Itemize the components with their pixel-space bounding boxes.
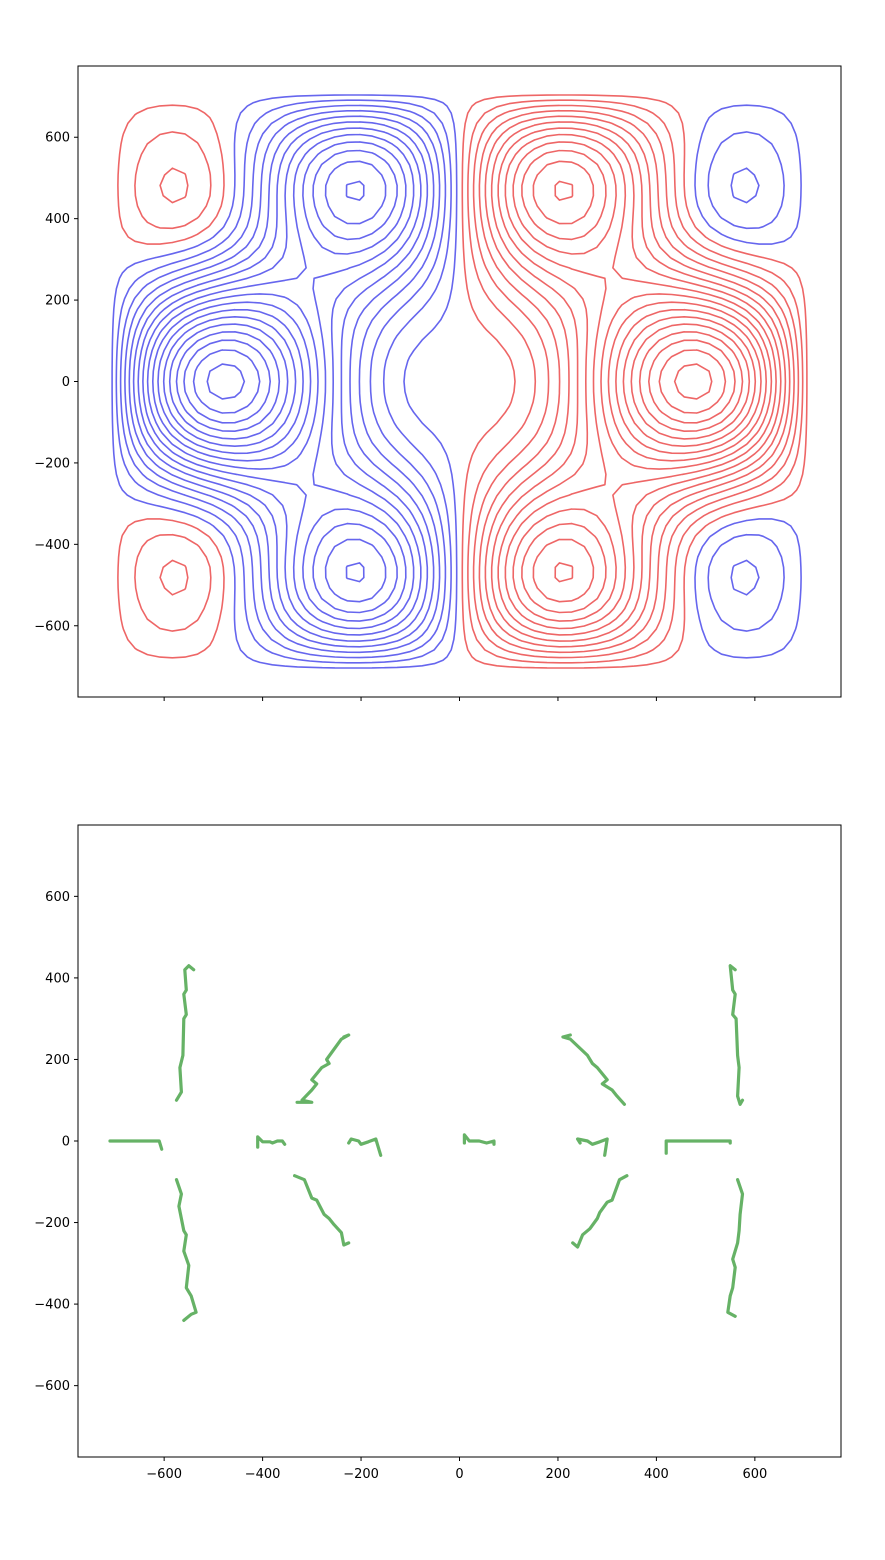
negative-contour-line <box>137 127 422 636</box>
contour-axes-frame <box>77 65 842 698</box>
positive-contour-line <box>638 331 744 432</box>
y-tick-label: −200 <box>34 456 70 471</box>
x-tick-label: 0 <box>455 1467 463 1482</box>
y-tick-label: −400 <box>34 538 70 553</box>
y-tick-label: 400 <box>45 971 70 986</box>
negative-contour-line <box>111 94 802 669</box>
negative-contour-line <box>152 149 398 614</box>
negative-contour-line <box>157 160 387 603</box>
positive-contour-line <box>658 349 727 414</box>
streamline-segment <box>664 1139 732 1155</box>
positive-contour-line <box>512 141 773 622</box>
negative-contour-line <box>162 180 365 583</box>
y-tick-label: −200 <box>34 1216 70 1231</box>
y-tick-label: −400 <box>34 1298 70 1313</box>
positive-contour-line <box>532 160 762 603</box>
negative-contour-line <box>183 339 271 424</box>
positive-contour-line <box>497 127 782 636</box>
streamline-segment <box>571 1174 629 1249</box>
y-tick-label: 200 <box>45 1053 70 1068</box>
negative-contour-line <box>175 331 281 432</box>
x-tick-label: −400 <box>245 1467 281 1482</box>
positive-contour-line <box>490 121 787 642</box>
negative-contour-line <box>124 109 441 654</box>
x-tick-label: 400 <box>644 1467 669 1482</box>
streamline-segment <box>174 1178 198 1322</box>
positive-contour-line <box>554 180 757 583</box>
streamline-lines <box>108 964 745 1322</box>
negative-contour-line <box>146 141 407 622</box>
contour-x-ticks <box>163 697 756 701</box>
x-tick-label: −200 <box>343 1467 379 1482</box>
negative-contour-line <box>115 99 785 664</box>
x-tick-label: 600 <box>742 1467 767 1482</box>
positive-contour-line <box>648 339 736 424</box>
negative-contour-line <box>119 104 760 659</box>
streamline-segment <box>576 1137 609 1157</box>
negative-contour-line <box>168 323 289 440</box>
positive-contour-line <box>117 94 808 669</box>
negative-contour-line <box>192 349 261 414</box>
streamline-axes: −600 −400 −200 0 200 400 600 −600 −400 −200 0 200 4… <box>34 824 842 1482</box>
y-tick-label: −600 <box>34 619 70 634</box>
contour-y-ticks: −600 −400 −200 0 200 400 600 <box>34 131 78 634</box>
y-tick-label: 600 <box>45 890 70 905</box>
contour-lines <box>111 94 808 669</box>
streamline-segment <box>462 1133 496 1146</box>
streamline-segment <box>108 1139 164 1151</box>
y-tick-label: 400 <box>45 212 70 227</box>
positive-contour-line <box>504 133 777 630</box>
contour-axes: −600 −400 −200 0 200 400 600 <box>34 65 842 701</box>
positive-contour-line <box>134 99 804 664</box>
streamline-x-ticks: −600 −400 −200 0 200 400 600 <box>146 1457 767 1482</box>
y-tick-label: −600 <box>34 1379 70 1394</box>
x-tick-label: −600 <box>146 1467 182 1482</box>
y-tick-label: 600 <box>45 131 70 146</box>
positive-contour-line <box>673 363 713 400</box>
streamline-segment <box>295 1033 351 1104</box>
streamline-segment <box>293 1174 351 1247</box>
positive-contour-line <box>484 115 791 648</box>
streamline-segment <box>726 1178 745 1318</box>
streamline-segment <box>256 1135 287 1149</box>
y-tick-label: 200 <box>45 294 70 309</box>
x-tick-label: 200 <box>546 1467 571 1482</box>
y-tick-label: 0 <box>62 375 70 390</box>
positive-contour-line <box>478 109 795 654</box>
positive-contour-line <box>521 149 767 614</box>
negative-contour-line <box>206 363 246 400</box>
negative-contour-line <box>132 121 429 642</box>
negative-contour-line <box>128 115 435 648</box>
negative-contour-line <box>142 133 415 630</box>
positive-contour-line <box>630 323 751 440</box>
streamline-segment <box>728 964 745 1106</box>
y-tick-label: 0 <box>62 1135 70 1150</box>
streamline-segment <box>174 964 196 1102</box>
streamline-segment <box>347 1137 383 1157</box>
streamline-y-ticks: −600 −400 −200 0 200 400 600 <box>34 890 78 1394</box>
positive-contour-line <box>159 104 800 659</box>
streamline-segment <box>561 1033 626 1106</box>
